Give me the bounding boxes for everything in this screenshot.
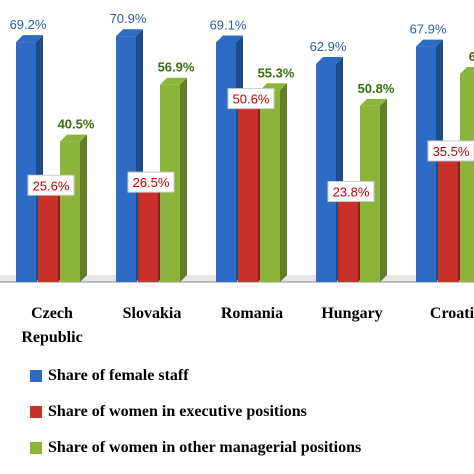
data-label: 62.9% [310,39,347,54]
legend-swatch-red [30,406,42,418]
data-label: 26.5% [133,175,170,190]
category-label: Slovakia [123,305,182,322]
legend-item-managerial: Share of women in other managerial posit… [30,438,361,458]
category-label: Hungary [321,305,382,322]
data-label: 25.6% [33,178,70,193]
data-label: 40.5% [58,117,95,132]
data-label: 35.5% [433,144,470,159]
data-label: 60 [469,49,474,64]
legend-item-executive: Share of women in executive positions [30,402,307,422]
data-label: 56.9% [158,60,195,75]
category-label: Republic [21,329,82,346]
data-label-box [127,171,175,193]
legend-swatch-blue [30,370,42,382]
data-label: 23.8% [333,184,370,199]
bar-2-2 [160,77,187,282]
data-label: 69.1% [210,17,247,32]
legend-item-female-staff: Share of female staff [30,366,189,386]
data-label: 50.8% [358,81,395,96]
bar-2-5 [460,67,474,282]
data-label: 67.9% [410,22,447,37]
data-label-box [27,174,75,196]
data-label: 55.3% [258,65,295,80]
data-label: 70.9% [110,11,147,26]
data-label-box [327,180,375,202]
category-label: Croati [430,305,474,322]
category-label: Czech [31,305,73,322]
bar-2-3 [260,83,287,282]
data-label: 50.6% [233,92,270,107]
legend-label: Share of women in executive positions [48,403,307,420]
legend-swatch-green [30,442,42,454]
data-label-box [227,88,275,110]
data-label: 69.2% [10,17,47,32]
legend-label: Share of female staff [48,367,189,384]
data-label-box [427,140,474,162]
category-label: Romania [221,305,283,322]
bar-2-1 [60,134,87,282]
legend-label: Share of women in other managerial posit… [48,439,362,456]
